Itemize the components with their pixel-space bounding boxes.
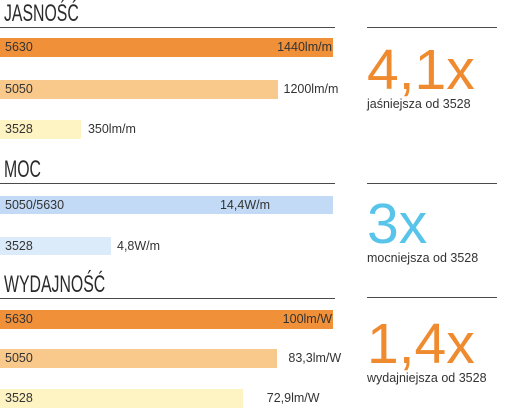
power-section-title: MOC [4,156,41,183]
brightness-bar-row-5050: 5050 1200lm/m [0,80,512,99]
bar-value-label: 83,3lm/W [288,351,342,365]
bar-value-label: 14,4W/m [219,198,270,212]
bar-category-label: 5050/5630 [5,198,65,212]
efficiency-bar-row-5630: 5630 100lm/W [0,310,512,329]
power-bar-3528 [0,237,111,255]
bar-category-label: 5630 [5,40,33,54]
efficiency-section-title: WYDAJNOŚĆ [4,271,106,298]
bar-category-label: 3528 [5,122,33,136]
power-multiplier-caption: mocniejsza od 3528 [367,251,479,265]
efficiency-bar-5630 [0,310,333,329]
bar-value-label: 4,8W/m [117,239,161,253]
efficiency-bar-3528 [0,389,243,408]
brightness-multiplier: 4,1x [367,38,475,102]
bar-value-label: 72,9lm/W [266,391,320,405]
bar-category-label: 5050 [5,351,33,365]
power-bar-row-3528: 3528 4,8W/m [0,237,512,255]
brightness-bar-row-3528: 3528 350lm/m [0,120,512,139]
bar-category-label: 3528 [5,239,33,253]
efficiency-bar-row-3528: 3528 72,9lm/W [0,389,512,408]
efficiency-callout-rule [367,297,497,298]
power-title-rule [0,183,335,184]
efficiency-bar-row-5050: 5050 83,3lm/W [0,349,512,368]
bar-value-label: 350lm/m [87,122,136,136]
brightness-section-title: JASNOŚĆ [4,0,79,27]
bar-value-label: 1440lm/m [277,40,332,54]
bar-category-label: 3528 [5,391,33,405]
brightness-bar-3528 [0,120,81,139]
brightness-bar-row-5630: 5630 1440lm/m [0,38,512,57]
brightness-bar-5050 [0,80,278,99]
efficiency-bar-5050 [0,349,278,368]
bar-category-label: 5050 [5,82,33,96]
efficiency-multiplier-caption: wydajniejsza od 3528 [367,371,487,385]
brightness-multiplier-caption: jaśniejsza od 3528 [367,97,471,111]
power-bar-row-5050-5630: 5050/5630 14,4W/m [0,196,512,214]
bar-value-label: 1200lm/m [283,82,339,96]
power-callout-rule [367,183,497,184]
efficiency-title-rule [0,298,335,299]
efficiency-multiplier: 1,4x [367,312,475,376]
brightness-bar-5630 [0,38,333,57]
bar-value-label: 100lm/W [282,312,332,326]
bar-category-label: 5630 [5,312,33,326]
power-bar-5050-5630 [0,196,333,214]
brightness-callout-rule [367,27,497,28]
power-multiplier: 3x [367,192,428,256]
brightness-title-rule [0,27,335,28]
